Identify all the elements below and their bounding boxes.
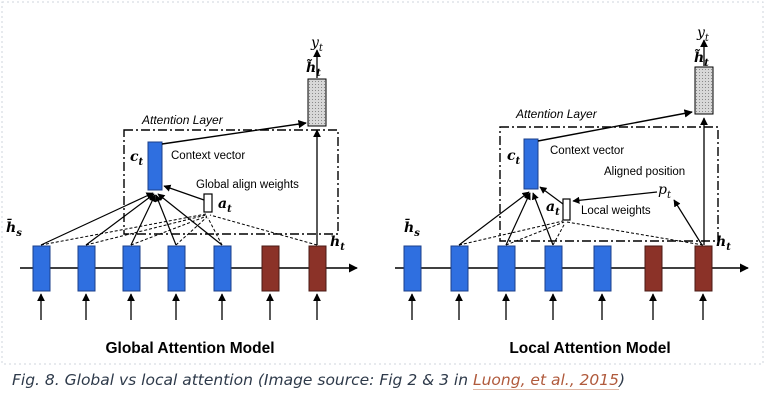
local-encoder-box: [544, 245, 563, 292]
global-output-box: [307, 78, 327, 127]
local-align-lines: [458, 220, 704, 246]
local-context-to-output-arrow: [537, 109, 693, 142]
local-weights-to-context-arrow: [539, 186, 564, 205]
global-panel-title: Global Attention Model: [105, 340, 274, 357]
global-context-to-output-arrow: [161, 119, 307, 145]
global-encoder-box: [122, 245, 141, 292]
caption-source-link[interactable]: Luong, et al., 2015: [472, 371, 620, 390]
global-align-weights-box: [203, 193, 213, 213]
local-weights-label: Local weights: [581, 205, 651, 217]
global-symbol-ct: ct: [130, 149, 144, 168]
local-context-arrows: [458, 191, 554, 246]
global-attention-layer-box: [123, 129, 339, 235]
local-decoder-box: [694, 245, 713, 292]
local-ht-to-pt-arrow: [673, 199, 703, 246]
global-encoder-box: [32, 245, 51, 292]
local-symbol-yt: yt: [696, 25, 710, 44]
local-input-arrows: [408, 293, 707, 320]
global-symbol-yt: yt: [310, 35, 324, 54]
local-encoder-box: [497, 245, 516, 292]
figure-caption: Fig. 8. Global vs local attention (Image…: [12, 371, 626, 390]
global-encoder-box: [167, 245, 186, 292]
local-symbol-pt: pt: [658, 182, 672, 201]
local-encoder-box: [403, 245, 422, 292]
global-symbol-ht: ht: [330, 234, 345, 253]
global-weights-to-context-arrow: [163, 184, 205, 201]
global-attention-panel: Attention Layer Context vector Global al…: [6, 35, 358, 357]
local-context-vector-box: [523, 138, 539, 190]
global-encoder-box: [77, 245, 96, 292]
local-symbol-hbar-s: h̄s: [404, 217, 420, 239]
local-context-vector-label: Context vector: [550, 145, 624, 157]
local-symbol-at: at: [546, 199, 560, 218]
local-panel-title: Local Attention Model: [509, 340, 670, 357]
local-symbol-ct: ct: [507, 148, 521, 167]
global-symbol-htilde-t: h̃t: [306, 58, 321, 79]
local-attention-panel: Attention Layer Context vector Aligned p…: [395, 25, 749, 357]
figure-border: [1, 1, 764, 365]
caption-prefix: Fig. 8. Global vs local attention (Image…: [12, 371, 473, 389]
global-align-lines: [40, 213, 318, 246]
global-decoder-box: [261, 245, 280, 292]
local-encoder-box: [593, 245, 612, 292]
local-symbol-htilde-t: h̃t: [694, 48, 709, 69]
global-context-vector-label: Context vector: [171, 150, 245, 162]
global-attention-layer-label: Attention Layer: [141, 113, 224, 127]
caption-suffix: ): [619, 371, 626, 389]
global-context-arrows: [40, 192, 223, 246]
local-decoder-box: [644, 245, 663, 292]
local-symbol-ht: ht: [716, 234, 731, 253]
local-pt-to-weights-arrow: [572, 191, 658, 204]
local-output-box: [694, 66, 714, 115]
local-encoder-box: [450, 245, 469, 292]
local-attention-layer-label: Attention Layer: [515, 107, 598, 121]
global-context-vector-box: [147, 141, 163, 191]
global-align-weights-label: Global align weights: [196, 179, 299, 191]
global-input-arrows: [37, 293, 321, 320]
global-decoder-box: [308, 245, 327, 292]
local-weights-box: [562, 198, 571, 221]
global-symbol-hbar-s: h̄s: [6, 217, 22, 239]
global-symbol-at: at: [218, 196, 232, 215]
global-encoder-box: [213, 245, 232, 292]
local-aligned-position-label: Aligned position: [604, 166, 685, 178]
